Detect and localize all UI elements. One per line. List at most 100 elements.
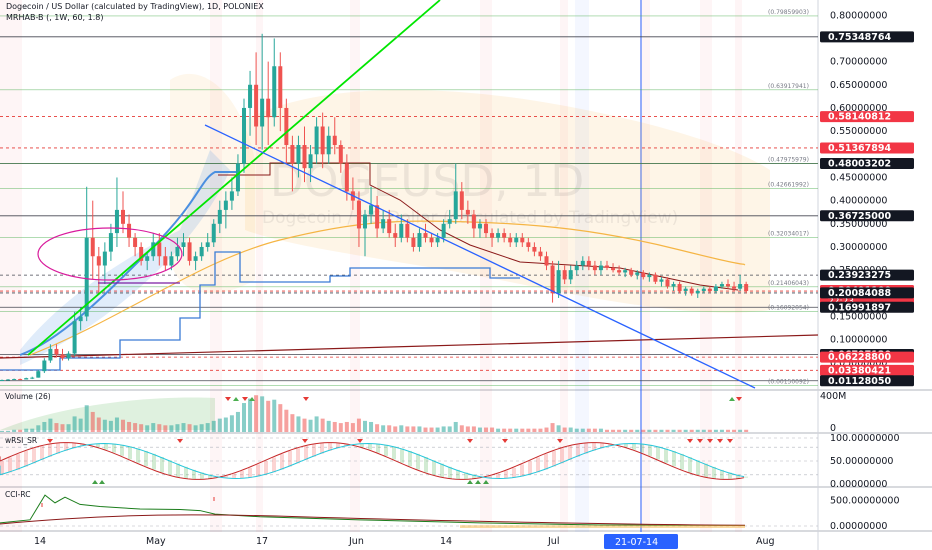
candle-body [36, 371, 41, 378]
candle-body [399, 223, 404, 238]
price-axis-tick: 0.55000000 [830, 126, 887, 137]
rsi-axis-tick: 50.00000000 [830, 456, 893, 467]
price-axis-tick: 0.40000000 [830, 196, 887, 207]
volume-bar [96, 417, 101, 432]
uptrend-line [27, 0, 441, 356]
price-axis-tick: 0.05000000 [830, 358, 887, 369]
volume-bar [387, 425, 392, 432]
volume-bar [332, 421, 337, 432]
price-axis-tick: 0.65000000 [830, 80, 887, 91]
volume-bar [0, 430, 4, 432]
rsi-histogram [128, 446, 132, 460]
rsi-histogram [48, 444, 52, 457]
candle-body [677, 284, 682, 291]
rsi-histogram [688, 457, 692, 473]
volume-bar [738, 429, 743, 432]
candle-body [659, 279, 664, 282]
volume-bar [163, 425, 168, 432]
candle-body [193, 256, 198, 261]
rsi-histogram [656, 446, 660, 460]
volume-bar [562, 427, 567, 432]
rsi-histogram [648, 444, 652, 456]
rsi-buy-marker [475, 480, 481, 484]
rsi-histogram [584, 443, 588, 454]
support-trendline [0, 334, 819, 359]
time-axis-tick: Jun [348, 536, 364, 547]
rsi-axis-tick: 0.00000000 [830, 479, 887, 490]
candle-body [356, 200, 361, 229]
fib-level-label: (0.47975979) [768, 157, 809, 164]
candle-body [707, 288, 712, 291]
candle-body [223, 200, 228, 210]
volume-bar [605, 429, 609, 432]
rsi-histogram [600, 442, 604, 449]
signal-marker [225, 397, 231, 401]
volume-bar [429, 427, 434, 432]
candle-body [629, 270, 634, 275]
candle-body [611, 267, 616, 271]
volume-bar [72, 416, 77, 432]
candle-body [484, 223, 488, 234]
candle-body [272, 66, 277, 118]
candle-body [284, 107, 289, 146]
volume-bar [683, 429, 688, 432]
candle-body [344, 163, 349, 192]
volume-bar [199, 424, 204, 432]
candle-body [598, 265, 603, 271]
rsi-histogram [136, 448, 140, 463]
candle-body [72, 321, 77, 354]
volume-bar [502, 428, 507, 432]
volume-bar [248, 398, 253, 432]
candle-body [266, 98, 271, 118]
rsi-histogram [424, 457, 428, 473]
rsi-histogram [704, 463, 708, 477]
volume-bar [272, 399, 277, 432]
rsi-histogram [168, 460, 172, 475]
rsi-sell-marker [697, 439, 703, 443]
volume-bar [296, 416, 301, 432]
candle-body [683, 288, 688, 291]
rsi-histogram [392, 446, 396, 460]
volume-bar [344, 421, 349, 432]
rsi-histogram [720, 469, 724, 480]
volume-bar [78, 418, 83, 432]
volume-bar [320, 418, 325, 432]
rsi-histogram [152, 453, 156, 470]
rsi-histogram [304, 445, 308, 461]
rsi-histogram [8, 457, 12, 473]
candle-body [417, 233, 422, 247]
volume-bar [121, 419, 125, 432]
volume-bar [477, 427, 482, 432]
rsi-histogram [296, 448, 300, 464]
price-label-badge [820, 301, 914, 313]
volume-bar [726, 429, 730, 432]
rsi-buy-marker [99, 480, 105, 484]
volume-bar [127, 421, 132, 432]
candle-body [490, 233, 495, 238]
volume-bar [574, 428, 579, 432]
candle-body [526, 242, 531, 247]
rsi-histogram [56, 443, 60, 454]
volume-bar [550, 423, 555, 432]
candle-body [260, 98, 265, 127]
candle-body [229, 191, 234, 201]
highlight-stripe [350, 0, 360, 532]
rsi-histogram [184, 466, 188, 479]
volume-bar [314, 416, 319, 432]
candle-body [18, 379, 23, 381]
volume-bar [284, 409, 289, 432]
price-label-value: 0.20084088 [828, 288, 891, 299]
candle-body [96, 256, 101, 266]
candle-body [308, 154, 313, 169]
volume-bar [254, 395, 259, 432]
candle-body [405, 223, 410, 238]
candle-body [24, 378, 29, 380]
time-axis-tick: 14 [440, 536, 452, 547]
rsi-histogram [416, 453, 420, 470]
volume-bar [719, 429, 724, 432]
volume-bar [84, 405, 89, 432]
rsi-histogram [32, 448, 36, 464]
candle-body [471, 214, 476, 229]
